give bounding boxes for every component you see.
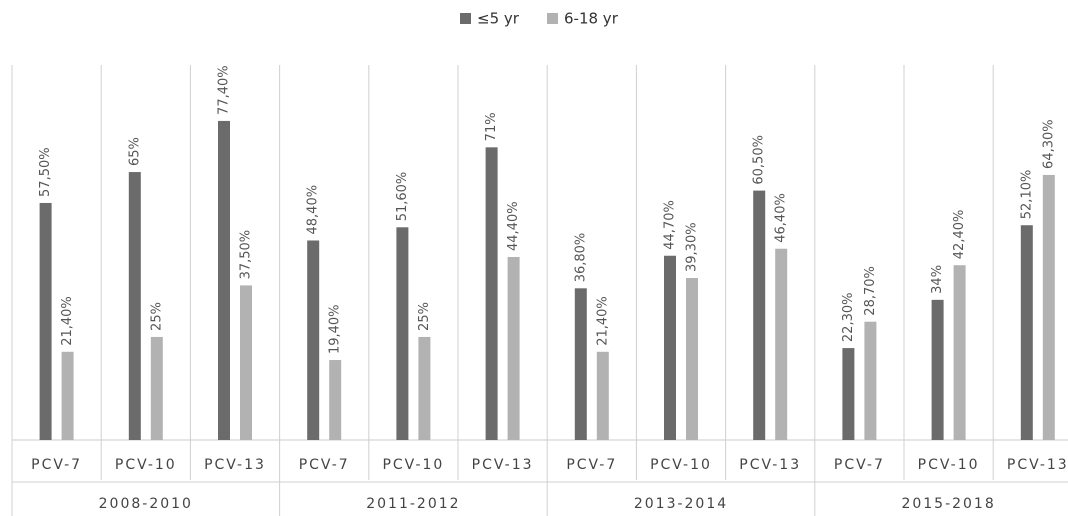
- legend-swatch: [547, 13, 558, 24]
- bar: [864, 321, 877, 440]
- bar: [396, 227, 409, 440]
- x-tick-label: PCV-10: [382, 457, 444, 473]
- x-tick-label: PCV-10: [115, 457, 177, 473]
- group-label: 2013-2014: [634, 496, 728, 512]
- bar: [931, 299, 944, 440]
- bar: [686, 277, 698, 440]
- x-tick-label: PCV-13: [739, 457, 801, 473]
- x-tick-label: PCV-7: [834, 457, 885, 473]
- x-tick-label: PCV-10: [650, 457, 712, 473]
- x-tick-label: PCV-10: [918, 457, 980, 473]
- bar: [596, 351, 609, 440]
- bar: [664, 255, 676, 440]
- bar: [240, 285, 252, 440]
- bar: [753, 190, 766, 440]
- bar: [150, 336, 163, 440]
- value-label: 37,50%: [239, 230, 254, 280]
- value-label: 22,30%: [841, 292, 856, 342]
- value-label: 19,40%: [328, 304, 343, 354]
- bar: [329, 360, 342, 440]
- value-label: 77,40%: [217, 65, 232, 115]
- x-tick-label: PCV-13: [204, 457, 266, 473]
- x-tick-label: PCV-7: [299, 457, 350, 473]
- group-label: 2008-2010: [99, 496, 193, 512]
- bar: [218, 120, 230, 440]
- group-label: 2015-2018: [901, 496, 995, 512]
- bar: [953, 265, 966, 440]
- value-label: 28,70%: [863, 266, 878, 316]
- bar: [61, 351, 74, 440]
- value-label: 21,40%: [60, 296, 75, 346]
- x-tick-label: PCV-13: [472, 457, 534, 473]
- legend-label: ≤5 yr: [477, 10, 520, 28]
- bar: [128, 172, 141, 441]
- value-label: 52,10%: [1019, 170, 1034, 220]
- x-tick-label: PCV-7: [31, 457, 82, 473]
- value-label: 65%: [127, 137, 142, 166]
- bar: [842, 348, 855, 440]
- group-label: 2011-2012: [366, 496, 460, 512]
- value-label: 42,40%: [952, 210, 967, 260]
- value-label: 48,40%: [306, 185, 321, 235]
- value-label: 44,70%: [663, 200, 678, 250]
- value-label: 64,30%: [1041, 119, 1056, 169]
- value-label: 60,50%: [752, 135, 767, 185]
- bar: [574, 288, 587, 440]
- value-label: 34%: [930, 265, 945, 294]
- value-label: 44,40%: [506, 201, 521, 251]
- bar: [39, 202, 52, 440]
- value-label: 39,30%: [685, 222, 700, 272]
- bar: [307, 240, 320, 440]
- bar: [1020, 225, 1033, 440]
- bar: [1042, 174, 1055, 441]
- value-label: 57,50%: [38, 147, 53, 197]
- value-label: 51,60%: [395, 172, 410, 222]
- value-label: 46,40%: [774, 193, 789, 243]
- value-label: 71%: [484, 112, 499, 141]
- bar: [485, 147, 498, 441]
- value-label: 25%: [149, 302, 164, 331]
- value-label: 21,40%: [595, 296, 610, 346]
- value-label: 36,80%: [573, 233, 588, 283]
- x-tick-label: PCV-7: [566, 457, 617, 473]
- bar: [418, 336, 431, 440]
- value-label: 25%: [417, 302, 432, 331]
- bar: [775, 248, 788, 440]
- legend-swatch: [460, 13, 471, 24]
- x-tick-label: PCV-13: [1007, 457, 1068, 473]
- legend-label: 6-18 yr: [564, 10, 619, 28]
- bar: [507, 256, 520, 440]
